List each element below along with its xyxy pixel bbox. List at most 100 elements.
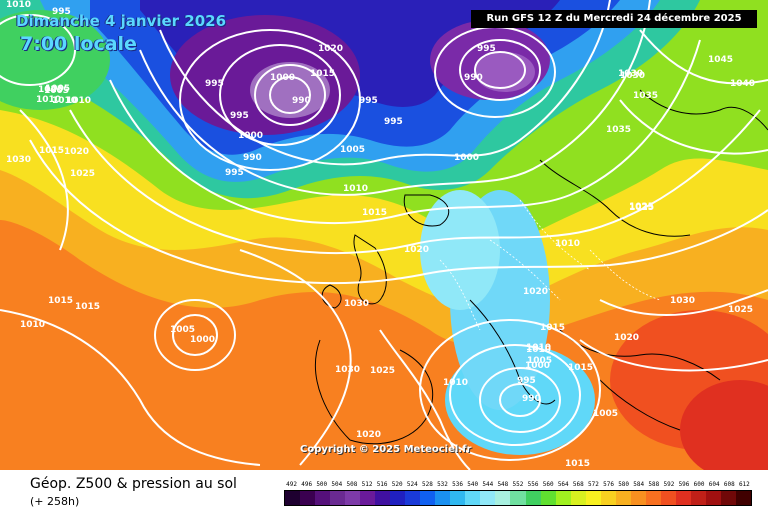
legend-label: 492 — [284, 480, 299, 490]
legend-swatch — [330, 491, 345, 505]
isobar-value-label: 1015 — [310, 69, 335, 79]
isobar-value-label: 1000 — [454, 153, 479, 163]
legend-swatch — [601, 491, 616, 505]
legend-swatch — [691, 491, 706, 505]
legend-swatch — [360, 491, 375, 505]
legend-label: 504 — [329, 480, 344, 490]
legend-swatch — [721, 491, 736, 505]
legend-label: 544 — [480, 480, 495, 490]
isobar-value-label: 1020 — [318, 44, 343, 54]
forecast-step: (+ 258h) — [30, 495, 79, 508]
legend-label: 564 — [556, 480, 571, 490]
legend-label: 524 — [405, 480, 420, 490]
geopotential-map: 995 1010 1020 995 1015 1010 1025 1030 995 1000 990… — [0, 0, 768, 470]
legend-label: 608 — [722, 480, 737, 490]
isobar-value-label: 1010 — [20, 320, 45, 330]
legend-label: 500 — [314, 480, 329, 490]
legend-label: 556 — [526, 480, 541, 490]
isobar-value-label: 1015 — [568, 363, 593, 373]
isobar-value-label: 1020 — [614, 333, 639, 343]
legend-swatch — [300, 491, 315, 505]
legend-label: 572 — [586, 480, 601, 490]
isobar-value-label: 1040 — [730, 79, 755, 89]
low-core-north-inner — [475, 52, 535, 92]
isobar-value-label: 1030 — [6, 155, 31, 165]
legend-swatch — [586, 491, 601, 505]
isobar-value-label: 1005 — [593, 409, 618, 419]
isobar-value-label: 1025 — [629, 202, 654, 212]
isobar-value-label: 995 — [517, 376, 536, 386]
isobar-value-label: 995 — [230, 111, 249, 121]
isobar-value-label: 995 — [384, 117, 403, 127]
isobar-value-label: 1030 — [344, 299, 369, 309]
legend-swatch — [345, 491, 360, 505]
legend-swatch — [285, 491, 300, 505]
legend-swatch — [631, 491, 646, 505]
legend-label: 528 — [420, 480, 435, 490]
legend-swatch — [390, 491, 405, 505]
isobar-value-label: 1020 — [356, 430, 381, 440]
isobar-value-label: 1005 — [340, 145, 365, 155]
legend-label: 584 — [631, 480, 646, 490]
isobar-value-label: 990 — [464, 73, 483, 83]
isobar-value-label: 1015 — [48, 296, 73, 306]
isobar-value-label: 995 — [205, 79, 224, 89]
isobar-value-label: 1025 — [370, 366, 395, 376]
legend-label: 548 — [495, 480, 510, 490]
isobar-value-label: 1025 — [728, 305, 753, 315]
isobar-value-label: 1020 — [404, 245, 429, 255]
legend-label: 508 — [344, 480, 359, 490]
legend-label: 552 — [510, 480, 525, 490]
legend-label: 612 — [737, 480, 752, 490]
valid-date: Dimanche 4 janvier 2026 — [16, 12, 226, 30]
legend-label: 576 — [601, 480, 616, 490]
legend-label: 568 — [571, 480, 586, 490]
legend-swatch — [556, 491, 571, 505]
isobar-value-label: 1010 — [555, 239, 580, 249]
isobar-value-label: 1010 — [343, 184, 368, 194]
legend-swatch — [495, 491, 510, 505]
legend-swatch — [450, 491, 465, 505]
isobar-value-label: 1035 — [633, 91, 658, 101]
isobar-value-label: 1015 — [540, 323, 565, 333]
legend-swatch — [646, 491, 661, 505]
footer-panel: Géop. Z500 & pression au sol (+ 258h) 49… — [0, 470, 768, 512]
isobar-value-label: 1010 — [6, 0, 31, 10]
isobar-value-label: 990 — [522, 394, 541, 404]
legend-labels: 492 496 500 504 508 512 516 520 524 528 532 536 540 5… — [284, 480, 752, 490]
isobar-value-label: 1015 — [565, 459, 590, 469]
legend-label: 496 — [299, 480, 314, 490]
legend-label: 540 — [465, 480, 480, 490]
legend-swatch — [510, 491, 525, 505]
isobar-value-label: 1000 — [270, 73, 295, 83]
isobar-value-label: 1010 — [526, 343, 551, 353]
isobar-value-label: 990 — [243, 153, 262, 163]
legend-label: 516 — [375, 480, 390, 490]
isobar-value-label: 995 — [477, 44, 496, 54]
isobar-value-label: 1035 — [606, 125, 631, 135]
legend-swatch — [616, 491, 631, 505]
legend-label: 580 — [616, 480, 631, 490]
isobar-value-label: 990 — [292, 96, 311, 106]
legend-swatch — [465, 491, 480, 505]
legend-swatch — [661, 491, 676, 505]
isobar-value-label: 1020 — [64, 147, 89, 157]
isobar-value-label: 1025 — [70, 169, 95, 179]
legend-label: 520 — [390, 480, 405, 490]
copyright: Copyright © 2025 Meteociel.fr — [300, 444, 471, 455]
isobar-value-label: 1000 — [238, 131, 263, 141]
isobar-value-label: 995 — [225, 168, 244, 178]
legend-swatch — [405, 491, 420, 505]
legend-swatch — [541, 491, 556, 505]
legend-label: 532 — [435, 480, 450, 490]
isobar-value-label: 1000 — [190, 335, 215, 345]
isobar-value-label: 1010 — [52, 96, 77, 106]
isobar-value-label: 1015 — [75, 302, 100, 312]
isobar-value-label: 1020 — [523, 287, 548, 297]
isobar-value-label: 1000 — [525, 361, 550, 371]
legend-label: 560 — [541, 480, 556, 490]
product-title: Géop. Z500 & pression au sol — [30, 476, 237, 492]
legend-label: 588 — [646, 480, 661, 490]
legend-swatch — [375, 491, 390, 505]
